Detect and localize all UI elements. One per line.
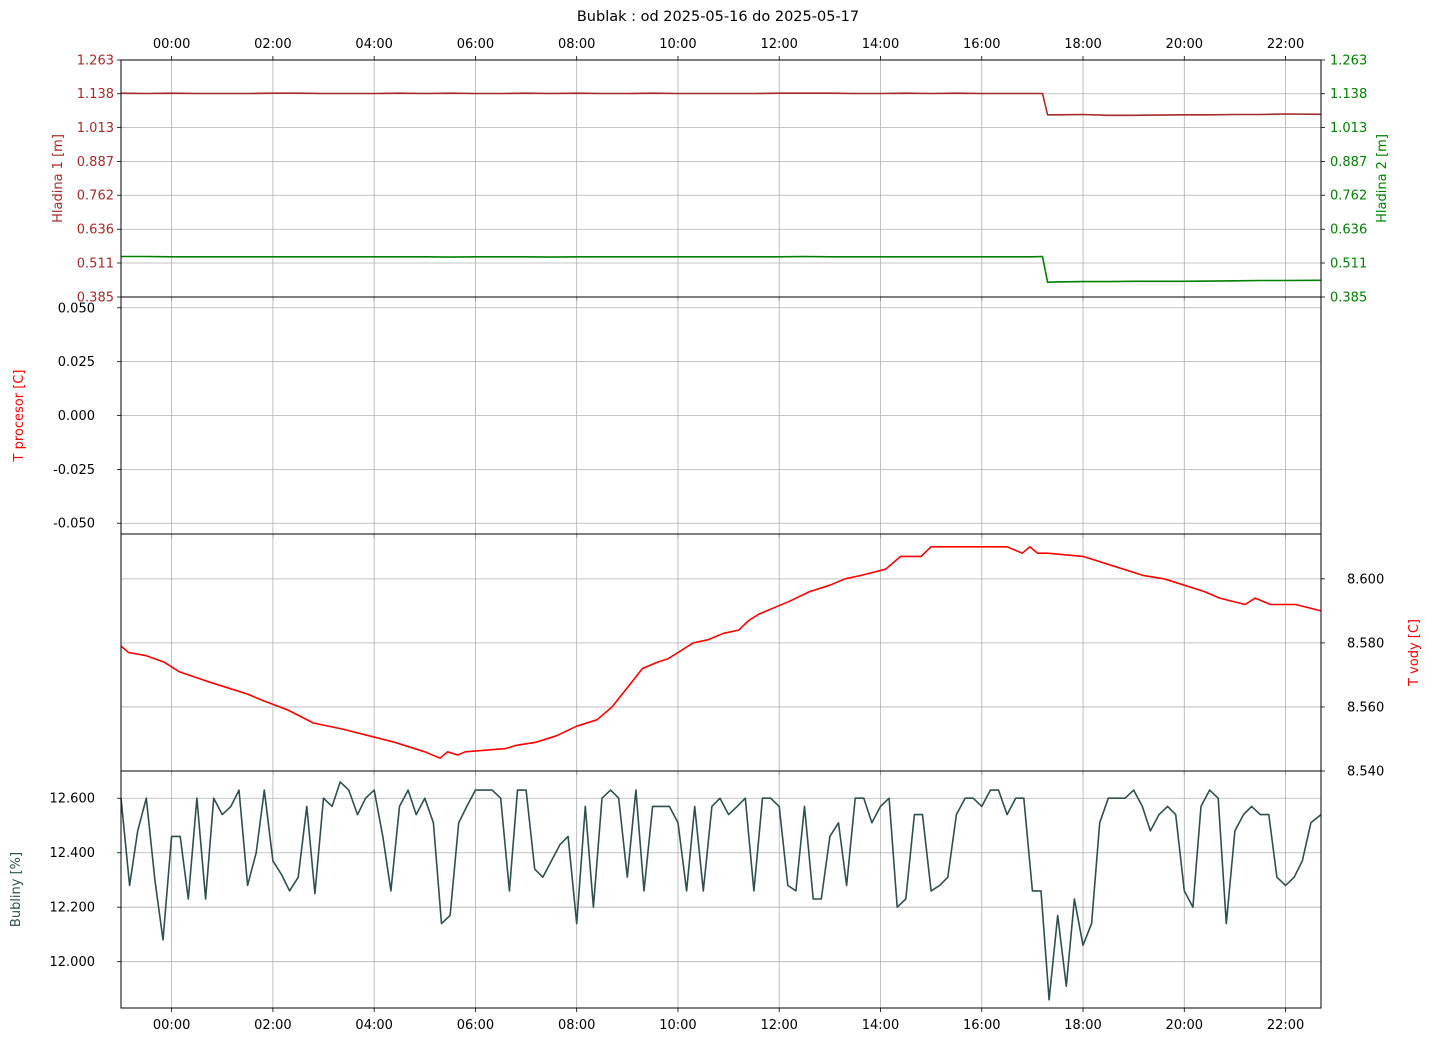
y-tick-label-right: 0.511 [1330,256,1367,271]
y-tick-label-left: 12.400 [50,846,96,861]
x-tick-label-top: 08:00 [558,37,595,52]
y-tick-label-left: 0.000 [58,409,95,424]
y-tick-label-left: 12.200 [50,901,96,916]
x-tick-label-bottom: 12:00 [760,1018,797,1033]
x-tick-label-top: 12:00 [760,37,797,52]
y-tick-label-left: 1.263 [77,54,114,69]
y-tick-label-right: 0.762 [1330,189,1367,204]
panel-frame-3 [120,533,1322,772]
y-tick-label-left: 12.000 [50,955,96,970]
y-tick-label-right: 1.138 [1330,87,1367,102]
y-axis-label-right: T vody [C] [1407,619,1422,687]
x-tick-label-top: 20:00 [1166,37,1203,52]
x-tick-label-top: 02:00 [254,37,291,52]
x-tick-label-bottom: 18:00 [1064,1018,1101,1033]
x-tick-label-bottom: 00:00 [153,1018,190,1033]
y-tick-label-right: 8.540 [1347,765,1384,780]
y-tick-label-left: 0.887 [77,155,114,170]
panel-frame-4 [120,770,1322,1009]
y-tick-label-left: 0.385 [77,291,114,306]
y-tick-label-left: 0.050 [58,301,95,316]
y-tick-label-left: -0.025 [53,463,95,478]
series-line-t-vody [120,545,1322,760]
y-tick-label-left: 0.511 [77,256,114,271]
series-line-hladina2 [121,255,1322,284]
y-axis-label-left: Bubliny [%] [9,852,24,927]
y-tick-label-right: 1.263 [1330,54,1367,69]
series-line-bubliny [120,781,1322,1001]
y-tick-label-left: 0.762 [77,189,114,204]
x-tick-label-bottom: 04:00 [355,1018,392,1033]
y-axis-label-left: Hladina 1 [m] [51,134,66,223]
x-tick-label-bottom: 22:00 [1267,1018,1304,1033]
chart-panels: 1.263 1.138 1.013 0.887 0.762 0.636 0.511 0.385… [9,37,1422,1033]
x-tick-label-bottom: 06:00 [457,1018,494,1033]
x-tick-label-top: 06:00 [457,37,494,52]
y-tick-label-left: 12.600 [50,792,96,807]
y-tick-label-right: 8.580 [1347,636,1384,651]
y-tick-label-right: 0.636 [1330,223,1367,238]
x-tick-label-top: 10:00 [659,37,696,52]
x-tick-label-top: 22:00 [1267,37,1304,52]
y-tick-label-left: 1.013 [77,121,114,136]
y-tick-label-right: 1.013 [1330,121,1367,136]
y-tick-label-right: 8.600 [1347,572,1384,587]
y-tick-label-right: 8.560 [1347,700,1384,715]
y-tick-label-left: 0.025 [58,355,95,370]
x-tick-label-bottom: 20:00 [1166,1018,1203,1033]
y-tick-label-left: 0.636 [77,223,114,238]
y-tick-label-right: 0.887 [1330,155,1367,170]
x-tick-label-bottom: 10:00 [659,1018,696,1033]
panel-frame-1 [120,59,1322,298]
x-tick-label-top: 14:00 [862,37,899,52]
chart-title: Bublak : od 2025-05-16 do 2025-05-17 [577,9,859,25]
x-tick-label-top: 16:00 [963,37,1000,52]
y-axis-label-left: T procesor [C] [12,370,27,463]
x-tick-label-bottom: 08:00 [558,1018,595,1033]
y-tick-label-left: 1.138 [77,87,114,102]
y-tick-label-left: -0.050 [53,517,95,532]
x-tick-label-top: 00:00 [153,37,190,52]
series-line-hladina1 [120,92,1322,117]
x-tick-label-bottom: 02:00 [254,1018,291,1033]
x-tick-label-bottom: 14:00 [862,1018,899,1033]
x-tick-label-top: 18:00 [1064,37,1101,52]
x-tick-label-bottom: 16:00 [963,1018,1000,1033]
y-tick-label-right: 0.385 [1330,291,1367,306]
y-axis-label-right: Hladina 2 [m] [1375,134,1390,223]
x-tick-label-top: 04:00 [355,37,392,52]
